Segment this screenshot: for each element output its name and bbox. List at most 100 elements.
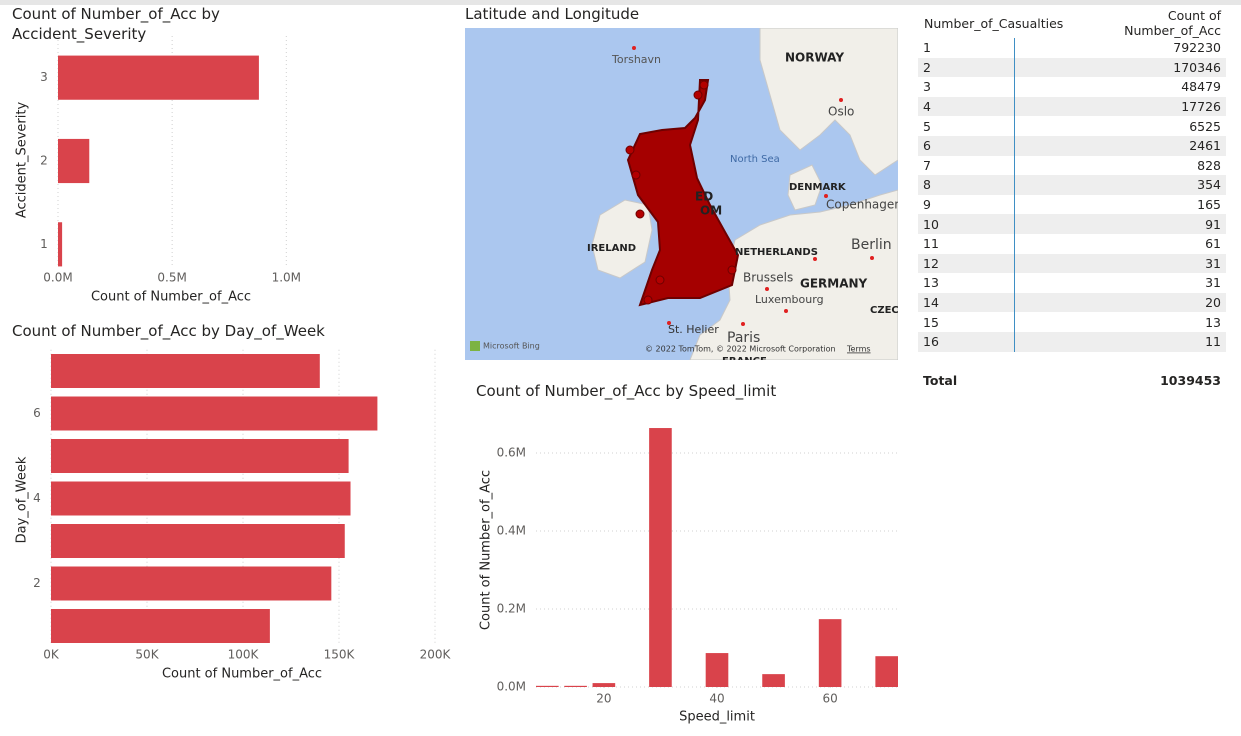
- bing-logo-mark: [470, 341, 480, 351]
- cell-count: 91: [1013, 214, 1226, 234]
- continent: [689, 189, 898, 360]
- cell-casualties: 5: [923, 118, 931, 134]
- column-header[interactable]: Number_of_Casualties: [924, 15, 1064, 31]
- x-tick-label: 200K: [420, 648, 452, 662]
- total-value: 1039453: [1160, 372, 1221, 388]
- cell-casualties: 9: [923, 197, 931, 213]
- table-row: 4 17726: [918, 96, 1226, 117]
- map-label: OM: [700, 204, 722, 218]
- cell-count: 170346: [1013, 57, 1226, 78]
- table-body: 1 792230 2 170346 3 48479 4 17726 5 6525 6 2461 7 828…: [918, 38, 1226, 352]
- y-tick-label: 0.4M: [497, 524, 526, 538]
- y-tick-label: 1: [40, 237, 48, 251]
- bar: [705, 653, 729, 687]
- cell-count: 11: [1013, 331, 1226, 352]
- cell-count: 20: [1013, 292, 1226, 313]
- uk-points: [626, 79, 740, 307]
- y-axis-title: Accident_Severity: [15, 102, 30, 219]
- x-tick-label: 0K: [43, 648, 60, 662]
- table-row: 13 31: [918, 273, 1226, 293]
- cell-count: 828: [1013, 155, 1226, 176]
- scandinavia: [759, 28, 898, 176]
- y-tick-label: 3: [40, 70, 48, 84]
- cell-count: 31: [1013, 253, 1226, 274]
- map-label: Luxembourg: [755, 293, 824, 306]
- denmark: [787, 164, 823, 211]
- map-label: FRANCE: [722, 356, 767, 360]
- cell-casualties: 1: [923, 40, 931, 56]
- table-row: 3 48479: [918, 77, 1226, 97]
- cell-casualties: 16: [918, 331, 1015, 352]
- map-label: ED: [695, 190, 713, 204]
- cell-casualties: 10: [918, 214, 1015, 234]
- bar: [51, 354, 320, 388]
- map-label: DENMARK: [789, 182, 847, 193]
- cell-casualties: 6: [918, 135, 1015, 156]
- cell-count: 2461: [1013, 135, 1226, 156]
- x-tick-label: 20: [596, 692, 611, 706]
- x-axis-title: Count of Number_of_Acc: [91, 290, 251, 305]
- map-points: [625, 80, 737, 305]
- bar: [564, 685, 587, 687]
- x-tick-label: 50K: [135, 648, 159, 662]
- cell-count: 354: [1013, 175, 1226, 195]
- table-row: 8 354: [918, 175, 1226, 195]
- cell-casualties: 3: [923, 79, 931, 95]
- cell-casualties: 15: [923, 314, 939, 330]
- cell-casualties: 8: [918, 175, 1015, 195]
- table-row: 1 792230: [918, 38, 1226, 58]
- map-label: GERMANY: [800, 277, 868, 291]
- map-terms[interactable]: Terms: [846, 345, 871, 354]
- cell-casualties: 14: [918, 292, 1015, 313]
- x-axis-title: Speed_limit: [679, 710, 755, 725]
- bar: [592, 683, 616, 687]
- table-total: Total 1039453: [918, 369, 1226, 391]
- map-label: Copenhagen: [826, 198, 898, 212]
- bar: [649, 428, 672, 687]
- bar: [58, 222, 63, 267]
- map-label: Brussels: [743, 271, 793, 285]
- bar: [58, 55, 259, 100]
- y-axis-title: Day_of_Week: [15, 456, 30, 543]
- map-attribution: © 2022 TomTom, © 2022 Microsoft Corporat…: [645, 345, 836, 354]
- bar: [51, 439, 349, 473]
- cell-casualties: 4: [918, 96, 1015, 117]
- y-tick-label: 0.2M: [497, 602, 526, 616]
- map-label: St. Helier: [668, 323, 719, 336]
- table-row: 2 170346: [918, 57, 1226, 78]
- map-label: Paris: [727, 330, 760, 346]
- top-bar: [0, 0, 1241, 5]
- bar: [51, 566, 332, 601]
- cell-count: 31: [1013, 273, 1226, 293]
- cell-count: 6525: [1013, 116, 1226, 136]
- x-tick-label: 60: [822, 692, 837, 706]
- y-tick-label: 2: [40, 154, 48, 168]
- chart-title: Count of Number_of_Acc by Accident_Sever…: [12, 5, 220, 43]
- map[interactable]: Torshavn NORWAY Oslo North Sea DENMARK Copenh…: [465, 28, 898, 360]
- y-tick-label: 2: [33, 576, 41, 590]
- bar: [818, 619, 842, 687]
- table-row: 10 91: [918, 214, 1226, 234]
- table-row: 7 828: [918, 155, 1226, 176]
- table-row: 9 165: [918, 194, 1226, 215]
- map-logo: Microsoft Bing: [483, 342, 540, 351]
- map-label: Torshavn: [611, 53, 661, 66]
- bar: [51, 609, 270, 643]
- bar: [51, 481, 351, 516]
- x-tick-label: 1.0M: [272, 271, 301, 285]
- map-label: Oslo: [828, 105, 854, 119]
- cell-count: 61: [1013, 233, 1226, 254]
- cell-count: 48479: [1013, 77, 1226, 97]
- map-label: Berlin: [851, 237, 892, 253]
- cell-casualties: 12: [918, 253, 1015, 274]
- cell-count: 792230: [1013, 38, 1226, 58]
- cell-casualties: 7: [923, 157, 931, 173]
- chart-title: Count of Number_of_Acc by Day_of_Week: [12, 322, 325, 340]
- column-header[interactable]: Count of Number_of_Acc: [1124, 8, 1221, 38]
- table-row: 6 2461: [918, 135, 1226, 156]
- x-tick-label: 150K: [324, 648, 356, 662]
- table-row: 15 13: [918, 312, 1226, 332]
- y-tick-label: 6: [33, 406, 41, 420]
